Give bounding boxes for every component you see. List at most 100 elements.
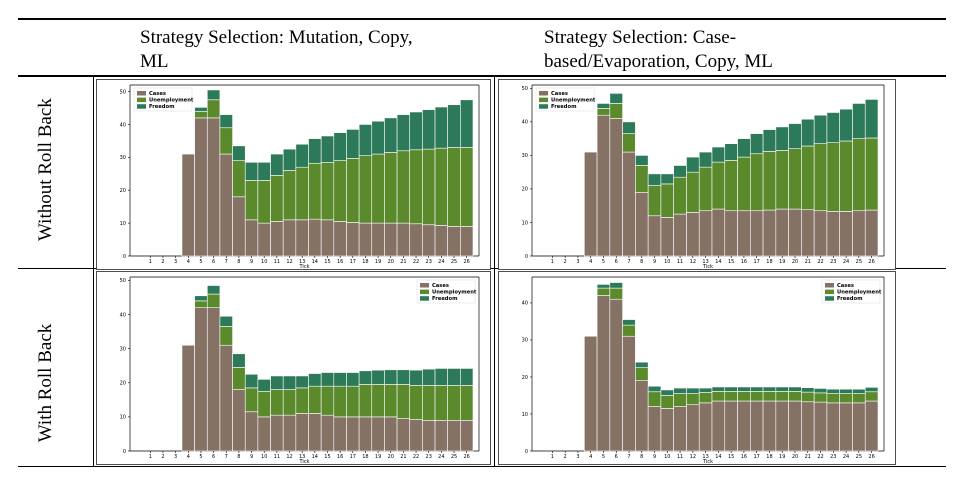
bar-cases-24 [434,419,448,452]
legend-swatch-freedom [539,104,548,109]
x-tick-label: 17 [350,454,356,460]
x-tick-label: 8 [237,454,240,460]
column-header-2-line-1: Strategy Selection: Case- [544,27,737,48]
x-tick-label: 12 [690,259,696,265]
bar-unemployment-23 [826,393,840,404]
bar-cases-18 [358,222,373,257]
y-tick-label: 20 [120,381,126,387]
bar-unemployment-10 [257,180,271,224]
bar-cases-16 [737,400,751,452]
bar-cases-12 [282,414,297,452]
x-tick-label: 24 [438,454,444,460]
x-tick-label: 2 [564,454,567,460]
x-tick-label: 2 [564,259,567,265]
bar-freedom-17 [346,129,360,159]
x-tick-label: 21 [400,259,406,265]
x-tick-label: 21 [805,454,811,460]
x-tick-label: 23 [426,259,432,265]
x-tick-label: 10 [664,454,670,460]
bar-cases-5 [596,114,611,257]
x-tick-label: 9 [250,259,253,265]
bar-cases-19 [775,208,789,257]
x-ticks: 1 2 3 4 5 6 7 8 9 10 11 12 13 14 15 16 17 18 19 20 21 22 23 24 2… [551,256,875,265]
bar-cases-15 [724,210,738,257]
chart-panel-without-rollback-mutation: 0 10 20 30 40 50 1 2 3 4 5 6 7 8 9 10 11 12 13 14 15 16 17 18 19… [96,79,491,270]
x-tick-label: 5 [602,259,605,265]
bar-cases-7 [219,344,233,452]
bar-cases-10 [257,222,271,257]
bar-cases-14 [711,400,726,452]
bar-unemployment-7 [622,324,636,337]
y-tick-label: 20 [522,375,528,381]
bar-cases-24 [839,402,853,452]
bar-freedom-6 [206,89,221,101]
bar-unemployment-19 [371,384,385,418]
legend-box [535,87,595,112]
legend-box [133,87,193,112]
x-tick-label: 12 [286,259,292,265]
bar-cases-18 [762,209,777,257]
x-tick-label: 16 [337,259,343,265]
row-label-with-roll-back: With Roll Back [35,323,56,443]
x-tick-label: 22 [817,259,823,265]
x-ticks: 1 2 3 4 5 6 7 8 9 10 11 12 13 14 15 16 17 18 19 20 21 22 23 24 2… [551,451,875,460]
bar-unemployment-5 [194,300,208,309]
x-tick-label: 26 [868,259,874,265]
bar-freedom-21 [801,387,815,393]
bar-cases-19 [775,400,789,452]
bar-freedom-8 [232,145,246,161]
bar-cases-17 [346,222,360,257]
bar-cases-13 [295,413,309,452]
x-tick-label: 12 [286,454,292,460]
y-tick-label: 50 [120,89,126,95]
bar-cases-17 [750,400,764,452]
x-tick-label: 22 [817,454,823,460]
bar-unemployment-19 [775,391,789,402]
legend-swatch-cases [825,283,834,288]
bar-unemployment-20 [788,148,802,210]
bar-freedom-8 [232,353,246,368]
y-tick-label: 0 [525,449,528,455]
bar-cases-16 [333,416,347,452]
bar-freedom-10 [257,161,271,181]
bar-freedom-9 [647,385,662,393]
x-tick-label: 5 [199,259,202,265]
x-tick-label: 2 [161,454,164,460]
x-tick-label: 19 [375,259,381,265]
bar-cases-23 [826,211,840,257]
bar-freedom-22 [409,111,423,151]
bar-freedom-13 [698,151,713,168]
x-tick-label: 3 [174,259,177,265]
bar-unemployment-9 [647,391,662,407]
y-tick-label: 30 [522,338,528,344]
x-tick-label: 6 [615,259,618,265]
bar-freedom-13 [295,375,309,389]
x-tick-label: 14 [715,454,721,460]
x-tick-label: 19 [779,454,785,460]
bar-cases-9 [244,411,259,452]
bar-cases-18 [762,400,777,452]
x-tick-label: 14 [715,259,721,265]
bar-cases-6 [206,307,221,452]
chart-panel-without-rollback-casebased: 0 10 20 30 40 50 1 2 3 4 5 6 7 8 9 10 11 12 13 14 15 16 17 18 19… [498,79,896,270]
bar-cases-8 [635,191,649,257]
bar-cases-22 [813,210,828,257]
x-tick-label: 21 [400,454,406,460]
bar-unemployment-26 [460,385,474,421]
x-tick-label: 3 [576,454,579,460]
bar-freedom-15 [320,135,335,163]
bar-freedom-5 [194,107,208,112]
bar-unemployment-8 [635,165,649,193]
x-tick-label: 7 [627,454,630,460]
y-tick-label: 50 [120,278,126,284]
bar-freedom-22 [813,388,828,394]
bar-unemployment-22 [813,143,828,212]
bar-cases-16 [333,221,347,257]
bar-cases-11 [673,406,687,452]
bar-cases-13 [698,210,713,257]
bar-cases-13 [295,219,309,257]
bar-unemployment-21 [801,145,815,211]
bar-cases-17 [346,416,360,452]
bar-cases-13 [698,402,713,452]
